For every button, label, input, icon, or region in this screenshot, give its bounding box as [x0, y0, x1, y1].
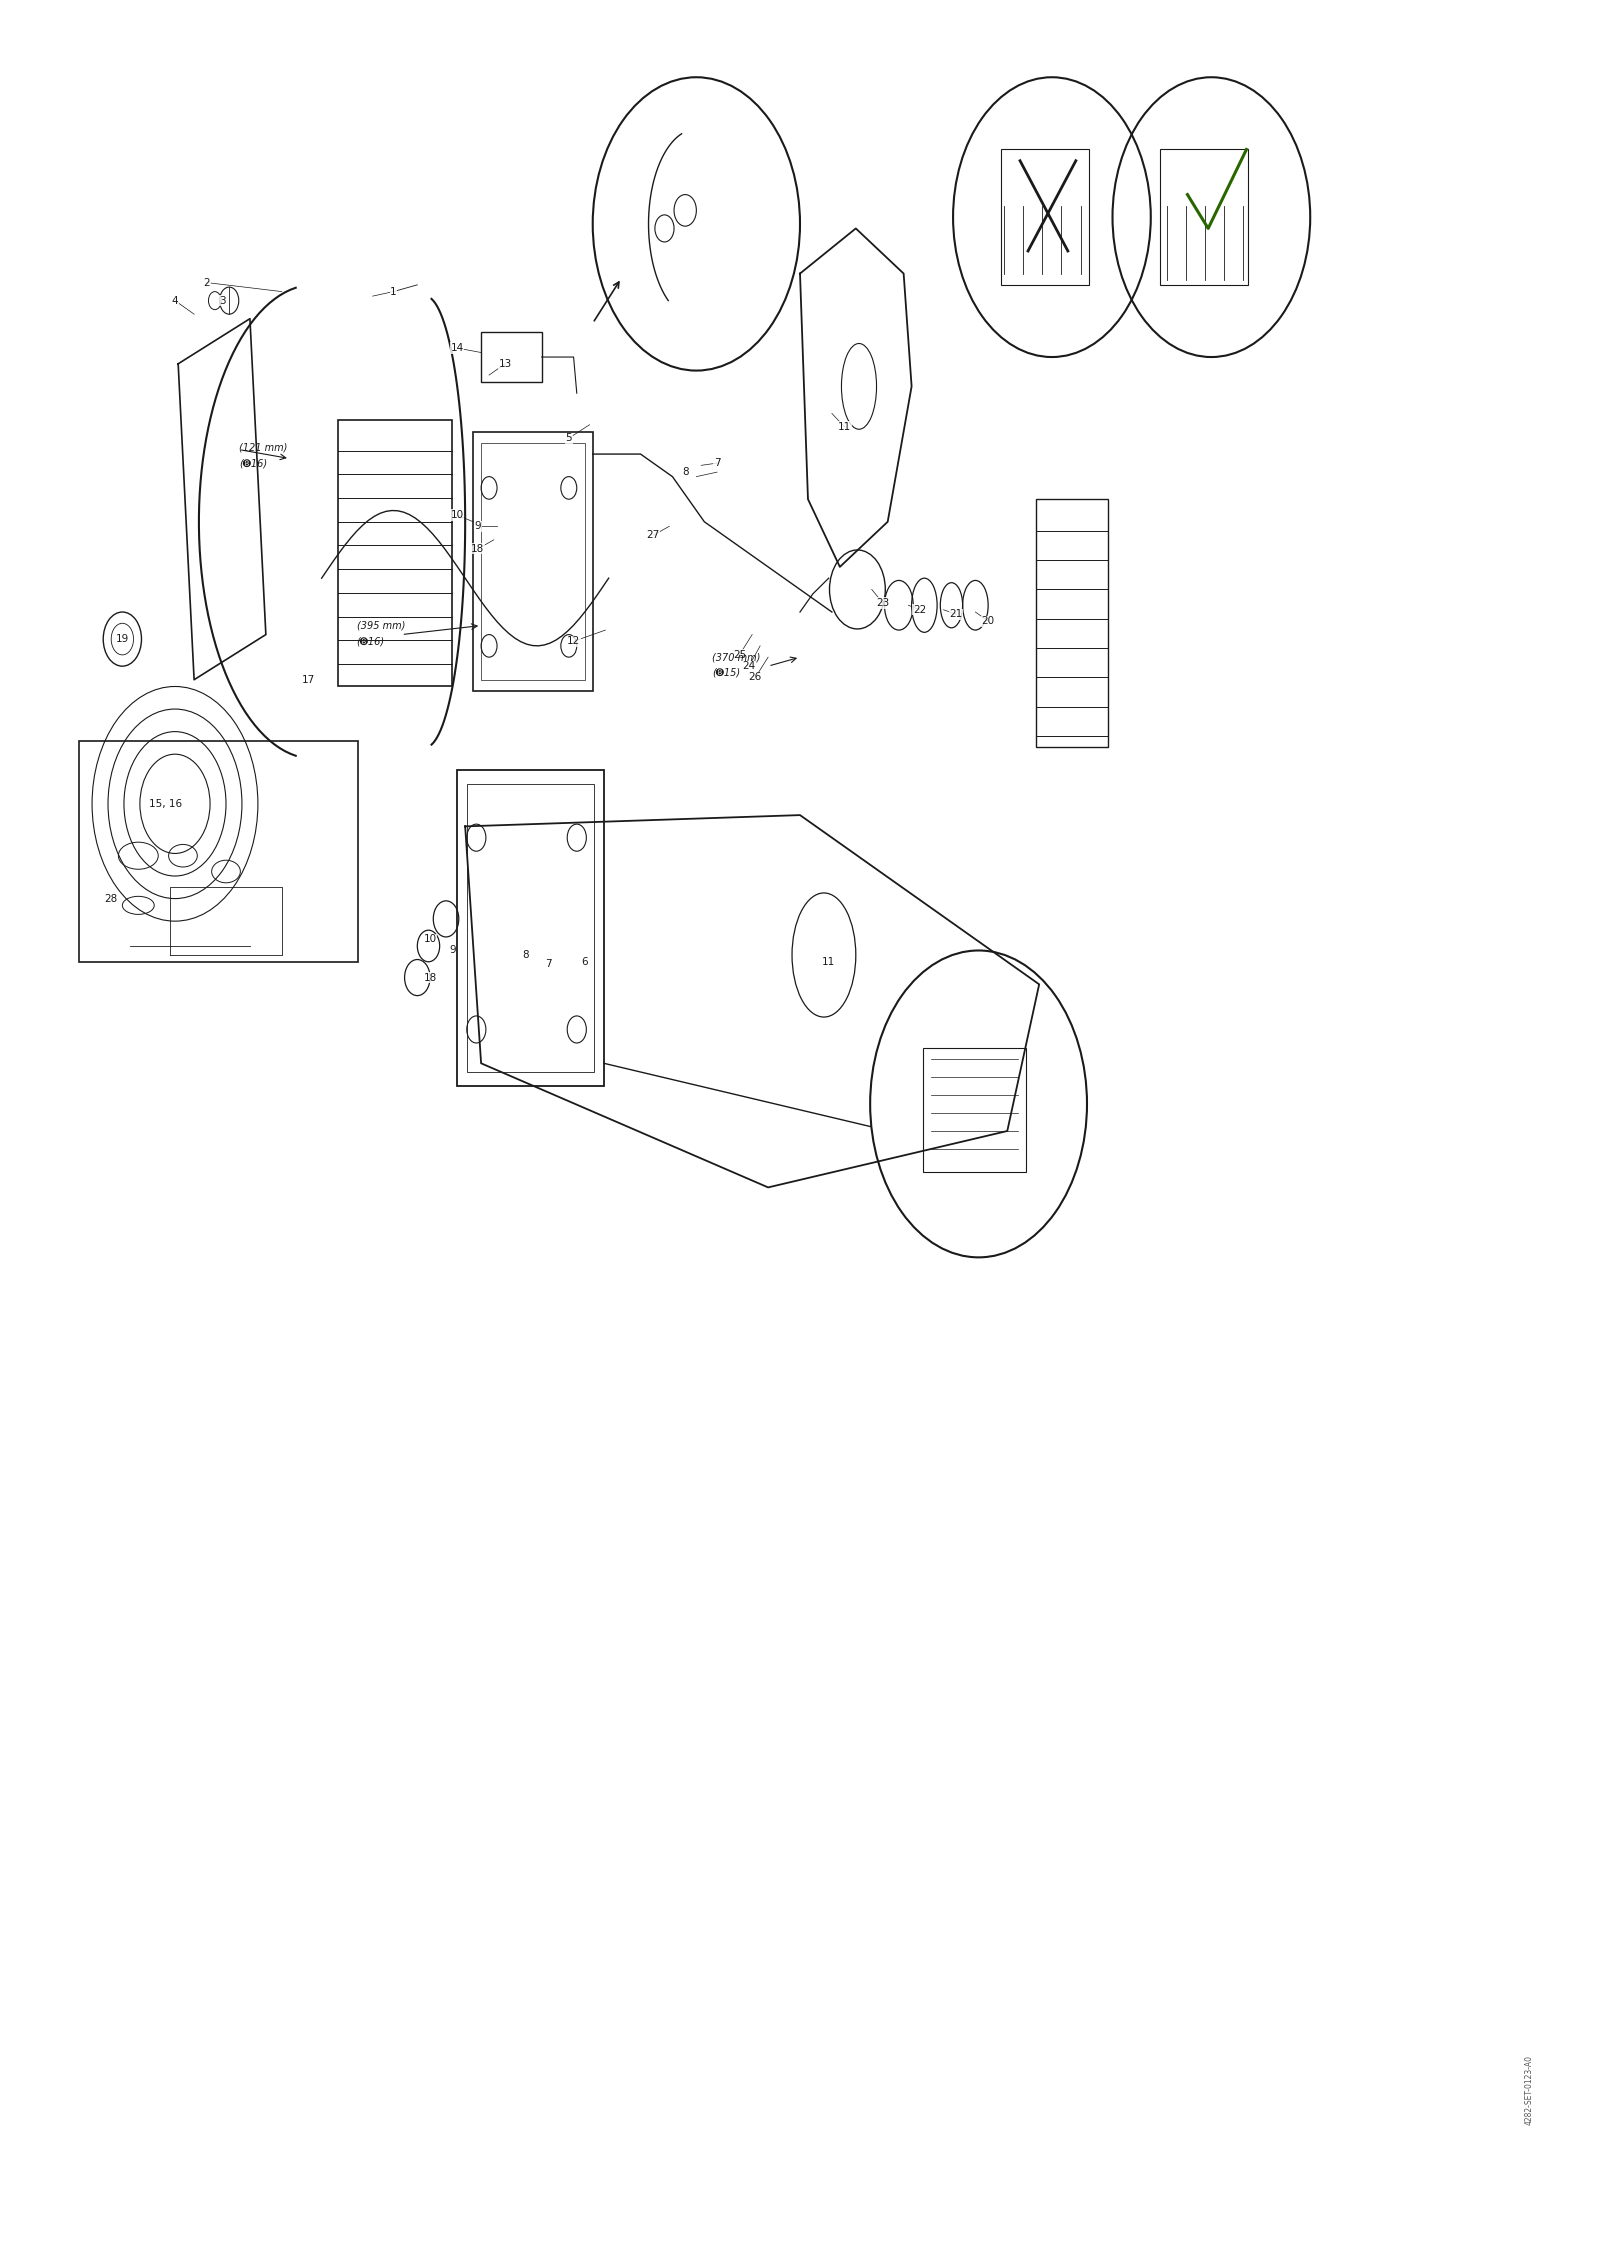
Polygon shape — [178, 319, 266, 679]
Bar — [1002, 149, 1088, 285]
Bar — [467, 783, 594, 1072]
Polygon shape — [466, 814, 1038, 1188]
Text: 23: 23 — [877, 597, 890, 608]
Text: 3: 3 — [219, 296, 226, 305]
Text: 4282-SET-0123-A0: 4282-SET-0123-A0 — [1525, 2054, 1533, 2124]
Text: 18: 18 — [424, 973, 437, 982]
Text: (395 mm): (395 mm) — [357, 620, 405, 631]
Text: 4: 4 — [171, 296, 178, 305]
Bar — [1160, 149, 1248, 285]
Text: (121 mm): (121 mm) — [238, 443, 286, 452]
Text: 10: 10 — [451, 509, 464, 520]
Text: (➑16): (➑16) — [238, 459, 267, 468]
Text: 20: 20 — [981, 615, 995, 627]
Polygon shape — [800, 228, 912, 568]
Text: 17: 17 — [302, 674, 315, 685]
Bar — [458, 769, 603, 1086]
Text: 15, 16: 15, 16 — [149, 798, 182, 810]
Text: 28: 28 — [104, 893, 118, 903]
Text: 11: 11 — [822, 957, 835, 966]
Text: 14: 14 — [451, 344, 464, 353]
Text: (➑15): (➑15) — [712, 667, 741, 679]
Text: 7: 7 — [714, 459, 720, 468]
Text: 8: 8 — [682, 468, 688, 477]
Bar — [482, 333, 542, 382]
Text: 18: 18 — [472, 543, 485, 554]
Text: 27: 27 — [646, 529, 659, 541]
Text: 7: 7 — [544, 959, 552, 968]
Text: 24: 24 — [742, 661, 755, 672]
Text: 9: 9 — [475, 520, 482, 532]
Text: 11: 11 — [838, 423, 851, 432]
Text: 21: 21 — [950, 608, 963, 620]
Text: 22: 22 — [914, 604, 926, 615]
Text: 13: 13 — [499, 360, 512, 369]
Bar — [338, 421, 453, 685]
Text: 19: 19 — [115, 633, 130, 645]
Text: 2: 2 — [203, 278, 210, 287]
Bar — [482, 443, 584, 679]
Text: 8: 8 — [523, 950, 530, 959]
Text: 12: 12 — [566, 636, 581, 647]
Text: 26: 26 — [749, 672, 762, 683]
Text: 5: 5 — [565, 434, 573, 443]
Text: 6: 6 — [581, 957, 589, 966]
Bar — [474, 432, 592, 690]
Bar — [1035, 500, 1107, 746]
Bar — [923, 1047, 1027, 1172]
Text: (➑16): (➑16) — [357, 636, 386, 647]
Text: 9: 9 — [450, 946, 456, 955]
Text: (370 mm): (370 mm) — [712, 651, 760, 663]
Text: 1: 1 — [390, 287, 397, 296]
Bar — [80, 740, 358, 961]
Text: 10: 10 — [424, 934, 437, 943]
Text: 25: 25 — [733, 649, 746, 661]
